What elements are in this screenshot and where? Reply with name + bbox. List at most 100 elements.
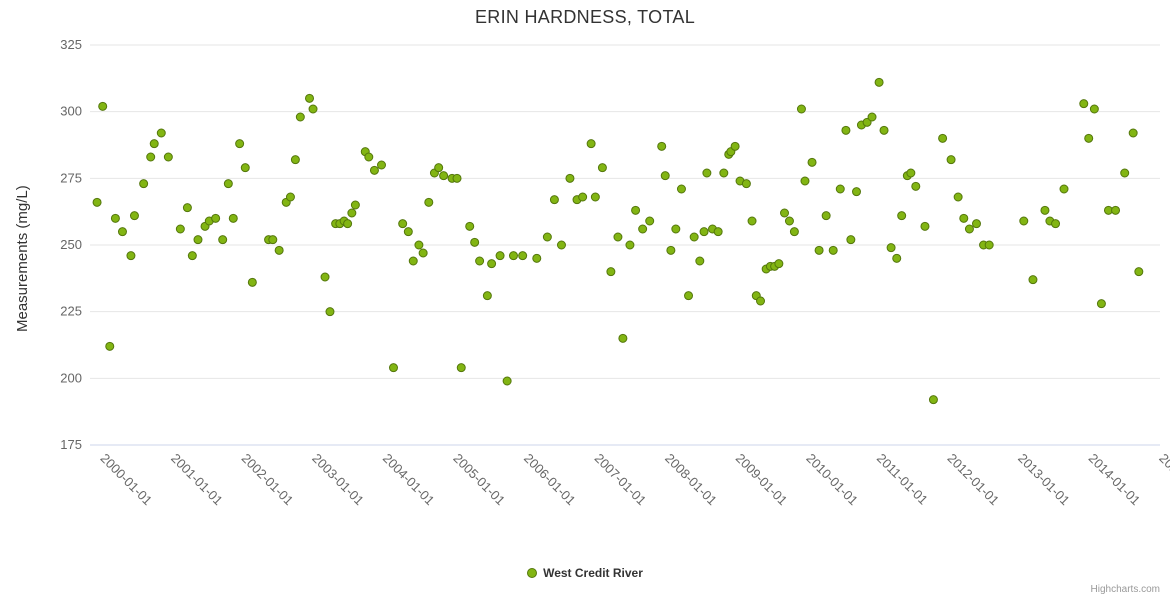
data-point[interactable] — [631, 205, 641, 215]
data-point[interactable] — [452, 173, 462, 183]
data-point[interactable] — [874, 77, 884, 87]
data-point[interactable] — [606, 267, 616, 277]
data-point[interactable] — [193, 235, 203, 245]
data-point[interactable] — [126, 251, 136, 261]
data-point[interactable] — [495, 251, 505, 261]
data-point[interactable] — [175, 224, 185, 234]
data-point[interactable] — [911, 181, 921, 191]
data-point[interactable] — [684, 291, 694, 301]
data-point[interactable] — [953, 192, 963, 202]
data-point[interactable] — [502, 376, 512, 386]
data-point[interactable] — [613, 232, 623, 242]
data-point[interactable] — [796, 104, 806, 114]
data-point[interactable] — [285, 192, 295, 202]
data-point[interactable] — [139, 179, 149, 189]
data-point[interactable] — [223, 179, 233, 189]
data-point[interactable] — [928, 395, 938, 405]
data-point[interactable] — [625, 240, 635, 250]
data-point[interactable] — [756, 296, 766, 306]
data-point[interactable] — [434, 163, 444, 173]
data-point[interactable] — [702, 168, 712, 178]
data-point[interactable] — [660, 171, 670, 181]
data-point[interactable] — [518, 251, 528, 261]
data-point[interactable] — [398, 219, 408, 229]
data-point[interactable] — [565, 173, 575, 183]
legend-item-west-credit-river[interactable]: West Credit River — [0, 566, 1170, 580]
data-point[interactable] — [892, 253, 902, 263]
data-point[interactable] — [129, 211, 139, 221]
data-point[interactable] — [984, 240, 994, 250]
data-point[interactable] — [774, 259, 784, 269]
data-point[interactable] — [325, 307, 335, 317]
data-point[interactable] — [228, 213, 238, 223]
data-point[interactable] — [187, 251, 197, 261]
data-point[interactable] — [364, 152, 374, 162]
data-point[interactable] — [959, 213, 969, 223]
data-point[interactable] — [719, 168, 729, 178]
data-point[interactable] — [424, 197, 434, 207]
data-point[interactable] — [308, 104, 318, 114]
data-point[interactable] — [532, 253, 542, 263]
data-point[interactable] — [597, 163, 607, 173]
data-point[interactable] — [846, 235, 856, 245]
data-point[interactable] — [305, 93, 315, 103]
data-point[interactable] — [1019, 216, 1029, 226]
data-point[interactable] — [586, 139, 596, 149]
data-point[interactable] — [117, 227, 127, 237]
data-point[interactable] — [465, 221, 475, 231]
data-point[interactable] — [240, 163, 250, 173]
data-point[interactable] — [418, 248, 428, 258]
data-point[interactable] — [149, 139, 159, 149]
data-point[interactable] — [920, 221, 930, 231]
data-point[interactable] — [320, 272, 330, 282]
data-point[interactable] — [290, 155, 300, 165]
data-point[interactable] — [657, 141, 667, 151]
data-point[interactable] — [211, 213, 221, 223]
data-point[interactable] — [780, 208, 790, 218]
data-point[interactable] — [699, 227, 709, 237]
data-point[interactable] — [1096, 299, 1106, 309]
data-point[interactable] — [1028, 275, 1038, 285]
data-point[interactable] — [182, 203, 192, 213]
data-point[interactable] — [638, 224, 648, 234]
data-point[interactable] — [156, 128, 166, 138]
data-point[interactable] — [671, 224, 681, 234]
data-point[interactable] — [470, 237, 480, 247]
data-point[interactable] — [886, 243, 896, 253]
data-point[interactable] — [110, 213, 120, 223]
data-point[interactable] — [542, 232, 552, 242]
data-point[interactable] — [218, 235, 228, 245]
data-point[interactable] — [730, 141, 740, 151]
data-point[interactable] — [695, 256, 705, 266]
data-point[interactable] — [906, 168, 916, 178]
data-point[interactable] — [713, 227, 723, 237]
data-point[interactable] — [1120, 168, 1130, 178]
data-point[interactable] — [800, 176, 810, 186]
data-point[interactable] — [938, 133, 948, 143]
data-point[interactable] — [1051, 219, 1061, 229]
data-point[interactable] — [376, 160, 386, 170]
data-point[interactable] — [295, 112, 305, 122]
data-point[interactable] — [343, 219, 353, 229]
data-point[interactable] — [247, 277, 257, 287]
data-point[interactable] — [676, 184, 686, 194]
data-point[interactable] — [1040, 205, 1050, 215]
credits-link[interactable]: Highcharts.com — [1090, 584, 1160, 595]
data-point[interactable] — [456, 363, 466, 373]
data-point[interactable] — [403, 227, 413, 237]
data-point[interactable] — [347, 208, 357, 218]
data-point[interactable] — [98, 101, 108, 111]
data-point[interactable] — [549, 195, 559, 205]
data-point[interactable] — [897, 211, 907, 221]
data-point[interactable] — [146, 152, 156, 162]
data-point[interactable] — [590, 192, 600, 202]
data-point[interactable] — [1059, 184, 1069, 194]
data-point[interactable] — [439, 171, 449, 181]
data-point[interactable] — [268, 235, 278, 245]
data-point[interactable] — [105, 341, 115, 351]
data-point[interactable] — [274, 245, 284, 255]
data-point[interactable] — [1128, 128, 1138, 138]
data-point[interactable] — [835, 184, 845, 194]
data-point[interactable] — [821, 211, 831, 221]
data-point[interactable] — [852, 187, 862, 197]
